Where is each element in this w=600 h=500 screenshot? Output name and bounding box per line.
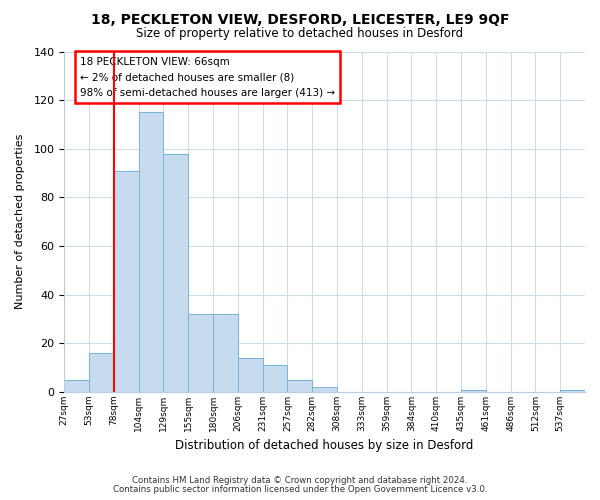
Bar [312,387,337,392]
Text: 18, PECKLETON VIEW, DESFORD, LEICESTER, LE9 9QF: 18, PECKLETON VIEW, DESFORD, LEICESTER, … [91,12,509,26]
Bar [188,314,213,392]
Text: 18 PECKLETON VIEW: 66sqm
← 2% of detached houses are smaller (8)
98% of semi-det: 18 PECKLETON VIEW: 66sqm ← 2% of detache… [80,56,335,98]
Bar [139,112,163,392]
Bar [461,390,486,392]
Bar [263,366,287,392]
Bar [560,390,585,392]
Text: Contains public sector information licensed under the Open Government Licence v3: Contains public sector information licen… [113,485,487,494]
Bar [287,380,312,392]
Bar [114,170,139,392]
Bar [213,314,238,392]
Bar [163,154,188,392]
Text: Contains HM Land Registry data © Crown copyright and database right 2024.: Contains HM Land Registry data © Crown c… [132,476,468,485]
Bar [64,380,89,392]
Bar [89,353,114,392]
Y-axis label: Number of detached properties: Number of detached properties [15,134,25,310]
Bar [238,358,263,392]
Text: Size of property relative to detached houses in Desford: Size of property relative to detached ho… [136,28,464,40]
X-axis label: Distribution of detached houses by size in Desford: Distribution of detached houses by size … [175,440,474,452]
